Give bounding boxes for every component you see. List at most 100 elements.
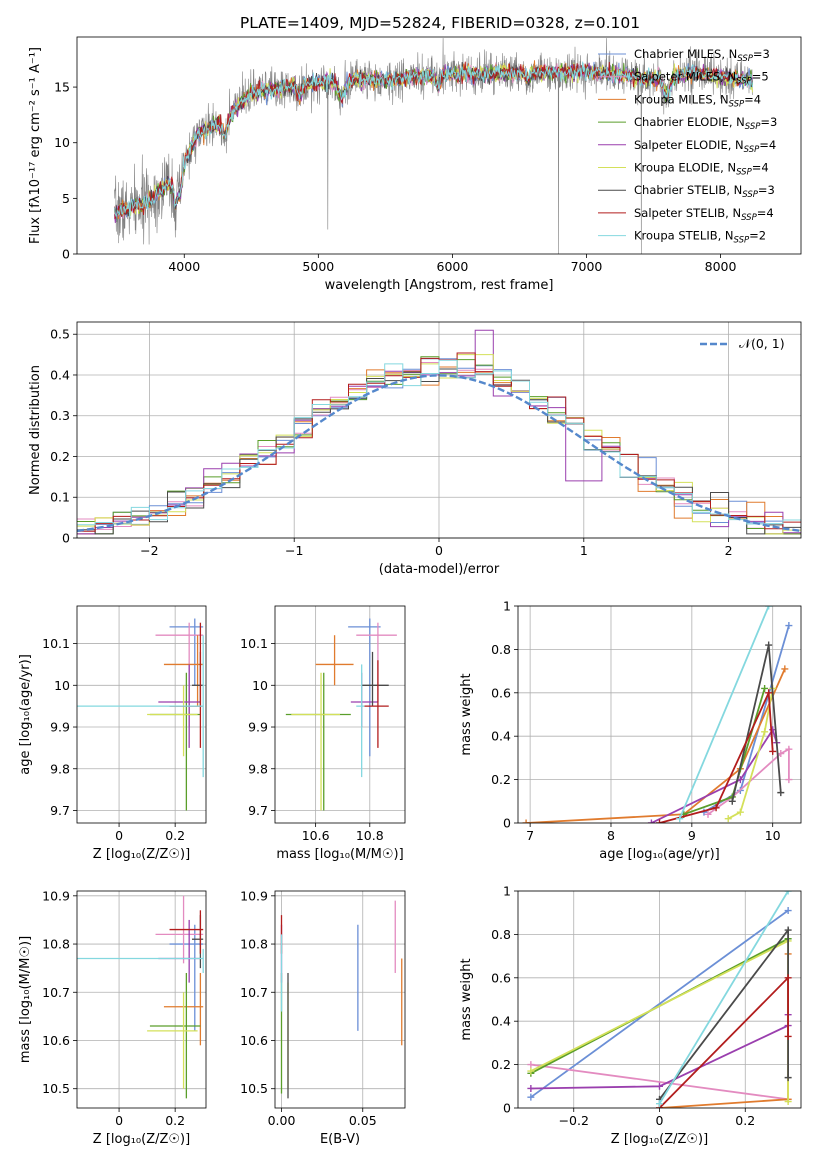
- y-tick-label: 0.4: [50, 367, 70, 382]
- x-axis-label: age [log₁₀(age/yr)]: [599, 847, 720, 862]
- y-tick-label: 10.9: [240, 888, 268, 903]
- series-line: [727, 688, 774, 820]
- x-tick-label: 0: [435, 543, 443, 558]
- y-tick-label: 10.9: [42, 888, 70, 903]
- legend-entry: Salpeter ELODIE, NSSP=4: [634, 138, 776, 155]
- x-tick-label: 9: [688, 828, 696, 843]
- y-tick-label: 1: [503, 884, 511, 899]
- y-tick-label: 10: [54, 678, 70, 693]
- y-tick-label: 0.5: [50, 327, 70, 342]
- x-axis-label: (data-model)/error: [379, 562, 500, 577]
- data-point: [784, 1097, 792, 1105]
- data-point: [761, 684, 769, 692]
- x-tick-label: 10: [765, 828, 781, 843]
- data-point: [777, 789, 785, 797]
- data-point: [736, 808, 744, 816]
- data-point: [769, 747, 777, 755]
- legend-entry: Salpeter MILES, NSSP=5: [634, 70, 769, 87]
- x-tick-label: 0.05: [349, 1113, 377, 1128]
- x-axis-label: wavelength [Angstrom, rest frame]: [325, 278, 554, 293]
- legend-entry: Chabrier ELODIE, NSSP=3: [634, 115, 777, 132]
- axes-frame: [517, 605, 802, 824]
- x-tick-label: 8000: [705, 259, 737, 274]
- y-tick-label: 0.4: [491, 729, 511, 744]
- x-tick-label: 4000: [168, 259, 200, 274]
- series-line: [658, 891, 789, 1105]
- panel-weight-vs-Z: −0.2 0 0.2 0 0.2 0.4 0.6 0.8 1 Z [log₁₀(Z/Z☉)] mas…: [459, 884, 802, 1147]
- panel-spectrum: 4000 5000 6000 7000 8000 0 5 10 15 wavelength [An…: [28, 36, 802, 293]
- y-axis-label: mass weight: [459, 673, 474, 755]
- panel-age-vs-Z: 0 0.2 9.7 9.8 9.9 10 10.1 Z [log₁₀(Z/Z☉)] age [l…: [18, 605, 207, 862]
- y-tick-label: 9.9: [248, 720, 268, 735]
- y-tick-label: 10: [54, 135, 70, 150]
- data-point: [656, 1082, 663, 1090]
- y-tick-label: 9.8: [50, 761, 70, 776]
- plot-area: [527, 891, 792, 1108]
- x-tick-label: 0.00: [268, 1113, 296, 1128]
- plot-area: [77, 895, 204, 1099]
- y-tick-label: 10.7: [240, 985, 268, 1000]
- plot-area: [77, 618, 204, 811]
- y-tick-label: 10.6: [42, 1033, 70, 1048]
- x-tick-label: 7000: [571, 259, 603, 274]
- axes-frame: [274, 890, 406, 1109]
- x-tick-label: 2: [725, 543, 733, 558]
- x-axis-label: Z [log₁₀(Z/Z☉)]: [93, 847, 190, 862]
- data-point: [761, 728, 769, 736]
- x-tick-label: 0.2: [165, 1113, 185, 1128]
- data-point: [784, 926, 792, 934]
- axes-frame: [274, 605, 406, 824]
- series-line: [707, 747, 790, 816]
- panel-weight-vs-age: 7 8 9 10 0 0.2 0.4 0.6 0.8 1 age [log₁₀(age/yr)] ma…: [459, 599, 802, 862]
- data-point: [712, 804, 720, 812]
- data-point: [784, 1074, 792, 1082]
- x-tick-label: 0.2: [735, 1113, 755, 1128]
- panel-age-vs-mass: 10.6 10.8 9.7 9.8 9.9 10 10.1 mass [log₁₀(M/M☉)…: [240, 605, 406, 862]
- plot-area: [77, 329, 801, 535]
- legend-entry: Chabrier MILES, NSSP=3: [634, 47, 770, 64]
- data-point: [704, 810, 712, 818]
- data-point: [656, 1100, 663, 1108]
- legend-entry: Chabrier STELIB, NSSP=3: [634, 183, 775, 200]
- series-line: [659, 692, 774, 823]
- y-tick-label: 1: [503, 599, 511, 614]
- y-tick-label: 0.1: [50, 490, 70, 505]
- panel-mass-vs-ebv: 0.00 0.05 10.5 10.6 10.7 10.8 10.9 E(B-V): [240, 888, 406, 1147]
- legend-entry: Salpeter STELIB, NSSP=4: [634, 206, 774, 223]
- axes-frame: [517, 890, 802, 1109]
- data-point: [527, 1093, 535, 1101]
- x-tick-label: 7: [526, 828, 534, 843]
- x-tick-label: 0: [656, 1113, 664, 1128]
- y-tick-label: 0: [62, 247, 70, 262]
- data-point: [784, 891, 792, 895]
- series-line: [530, 909, 789, 1098]
- x-tick-label: 0.2: [165, 828, 185, 843]
- x-axis-label: mass [log₁₀(M/M☉)]: [276, 847, 403, 862]
- x-tick-label: 0: [115, 828, 123, 843]
- data-point: [676, 815, 684, 823]
- y-tick-label: 5: [62, 191, 70, 206]
- data-point: [784, 907, 792, 915]
- y-tick-label: 10.7: [42, 985, 70, 1000]
- y-tick-label: 0.8: [491, 642, 511, 657]
- y-tick-label: 0.3: [50, 408, 70, 423]
- plot-area: [280, 900, 403, 1099]
- data-point: [784, 1032, 792, 1040]
- data-point: [765, 606, 773, 610]
- panel-mass-vs-Z: 0 0.2 10.5 10.6 10.7 10.8 10.9 Z [log₁₀(Z/Z☉)] m…: [18, 888, 207, 1147]
- data-point: [527, 1061, 535, 1069]
- x-tick-label: −1: [285, 543, 303, 558]
- axes-frame: [76, 890, 207, 1109]
- y-tick-label: 0.6: [491, 970, 511, 985]
- y-tick-label: 9.7: [248, 803, 268, 818]
- y-axis-label: mass weight: [459, 958, 474, 1040]
- model-spectrum: [114, 61, 753, 218]
- x-tick-label: 1: [580, 543, 588, 558]
- y-tick-label: 0: [503, 816, 511, 831]
- x-tick-label: −2: [140, 543, 158, 558]
- data-point: [724, 815, 732, 823]
- panel-residuals: −2 −1 0 1 2 0 0.1 0.2 0.3 0.4 0.5 (data-model)/erro…: [28, 321, 802, 577]
- x-tick-label: 6000: [437, 259, 469, 274]
- series-line: [658, 927, 789, 1100]
- y-tick-label: 10.8: [240, 937, 268, 952]
